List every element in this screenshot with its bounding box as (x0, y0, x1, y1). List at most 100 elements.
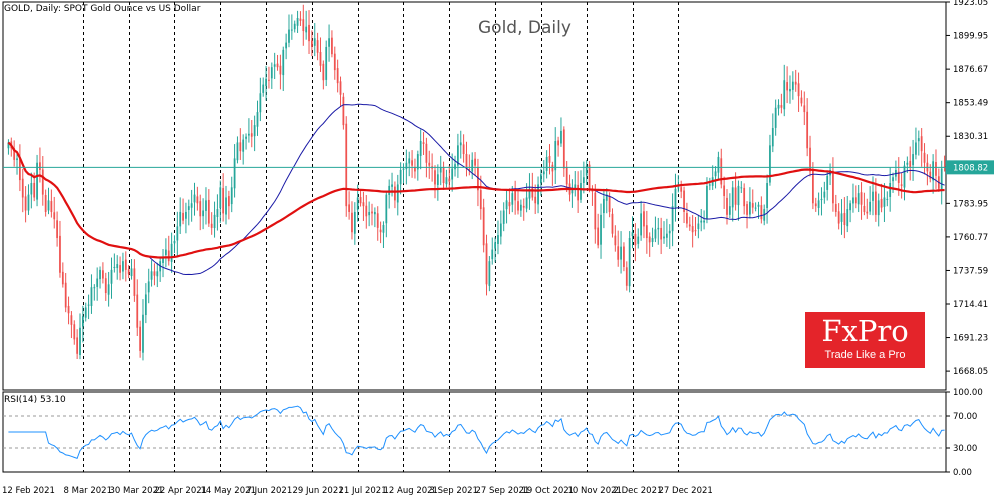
candle-body (36, 162, 38, 200)
candle-body (133, 268, 136, 296)
candle-body (906, 162, 909, 165)
candle-body (774, 107, 777, 128)
candle-body (176, 226, 179, 241)
candle-body (16, 158, 18, 161)
candle-body (245, 136, 247, 139)
candle-body (551, 164, 554, 172)
candle-body (207, 199, 210, 224)
candle-body (809, 147, 811, 172)
candle-body (156, 271, 159, 277)
rsi-y-tick-label: 100.00 (953, 388, 983, 398)
candle-body (471, 159, 474, 172)
candle-body (13, 147, 16, 160)
candle-body (760, 205, 763, 220)
candle-body (654, 229, 657, 239)
candle-body (84, 307, 87, 318)
candle-body (67, 305, 70, 314)
candle-body (142, 314, 144, 353)
x-tick-label: 7 Jun 2021 (247, 486, 293, 496)
candle-body (883, 197, 886, 207)
candle-body (600, 214, 602, 245)
candle-body (216, 209, 219, 218)
candle-body (285, 42, 288, 49)
candle-body (385, 194, 388, 224)
candle-body (93, 287, 96, 289)
candle-body (44, 195, 47, 212)
x-tick-label: 10 Nov 2021 (568, 486, 622, 496)
x-tick-label: 21 Jul 2021 (339, 486, 387, 496)
candle-body (96, 278, 99, 287)
candle-body (479, 190, 482, 210)
candle-body (342, 96, 345, 126)
candle-body (419, 141, 422, 156)
candle-body (210, 223, 213, 228)
candle-body (173, 240, 176, 244)
candle-body (396, 184, 399, 203)
candle-body (872, 191, 874, 201)
candle-body (877, 200, 880, 216)
candle-body (562, 129, 565, 169)
candle-body (282, 49, 285, 76)
candle-body (190, 203, 193, 208)
candle-body (826, 175, 829, 190)
candle-body (365, 205, 368, 217)
rsi-line (8, 405, 945, 460)
candle-body (313, 38, 316, 46)
candle-body (651, 238, 654, 242)
candle-body (202, 210, 204, 217)
candle-body (794, 81, 797, 85)
candle-body (104, 278, 107, 294)
candle-body (39, 162, 41, 170)
candle-body (328, 38, 330, 47)
candle-body (528, 188, 531, 199)
candle-body (917, 138, 920, 142)
candle-body (345, 123, 348, 207)
candle-body (351, 212, 353, 233)
candle-body (605, 194, 608, 201)
candle-body (657, 227, 660, 230)
rsi-y-tick-label: 0.00 (953, 468, 972, 478)
candle-body (53, 212, 56, 220)
candle-body (167, 250, 170, 262)
candle-body (296, 17, 299, 26)
y-tick-label: 1691.23 (953, 334, 988, 344)
y-tick-label: 1830.31 (953, 132, 988, 142)
candle-body (909, 160, 912, 168)
y-tick-label: 1737.59 (953, 266, 988, 276)
candle-body (462, 144, 465, 155)
candle-body (270, 67, 273, 79)
candle-body (376, 213, 379, 228)
y-tick-label: 1714.41 (953, 300, 988, 310)
candle-body (308, 24, 310, 42)
candle-body (459, 142, 462, 146)
y-tick-label: 1923.05 (953, 0, 988, 8)
candle-body (170, 243, 173, 262)
candle-body (150, 271, 153, 280)
candle-body (783, 80, 786, 110)
candle-body (213, 214, 216, 229)
candle-body (531, 187, 534, 198)
ma-50-line (8, 103, 945, 276)
candle-body (728, 206, 731, 215)
candle-body (331, 37, 333, 55)
candle-body (874, 191, 877, 215)
candle-body (708, 184, 711, 186)
candle-body (608, 196, 611, 212)
candle-body (840, 213, 843, 222)
candle-body (628, 238, 631, 287)
candle-body (477, 166, 479, 191)
candle-body (846, 209, 849, 227)
candle-body (803, 105, 806, 113)
candle-body (545, 156, 548, 171)
candle-body (637, 236, 640, 244)
candle-body (76, 337, 79, 354)
candle-body (305, 26, 308, 33)
candle-body (594, 192, 597, 230)
candle-body (73, 324, 76, 340)
candles (7, 4, 946, 361)
candle-body (102, 270, 104, 279)
candle-body (457, 145, 459, 166)
candle-body (717, 156, 720, 173)
candle-body (124, 259, 127, 270)
